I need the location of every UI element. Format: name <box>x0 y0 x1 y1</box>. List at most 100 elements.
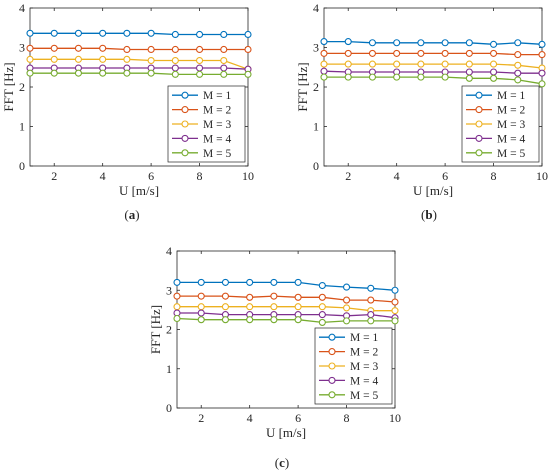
legend-label: M = 2 <box>203 105 231 117</box>
x-tick-label: 8 <box>197 169 203 183</box>
data-point <box>441 49 449 57</box>
data-point <box>490 40 498 48</box>
data-point <box>441 73 449 81</box>
legend-marker <box>328 362 336 370</box>
legend-marker <box>181 134 189 142</box>
data-point <box>465 49 473 57</box>
series-m4 <box>173 309 399 322</box>
data-point <box>99 44 107 52</box>
panel-label-3: (c) <box>275 455 289 470</box>
legend-entry-m2: M = 2 <box>466 105 525 117</box>
data-point <box>538 51 546 59</box>
legend-entry-m5: M = 5 <box>319 390 378 402</box>
data-point <box>367 284 375 292</box>
series-line <box>177 312 396 319</box>
data-point <box>294 303 302 311</box>
data-point <box>270 278 278 286</box>
data-point <box>538 69 546 77</box>
data-point <box>294 316 302 324</box>
legend-label: M = 3 <box>497 119 525 131</box>
data-point <box>368 73 376 81</box>
legend-label: M = 3 <box>350 361 378 373</box>
y-tick-label: 2 <box>19 80 25 94</box>
data-point <box>514 39 522 47</box>
legend-entry-m1: M = 1 <box>319 332 378 344</box>
data-point <box>490 68 498 76</box>
data-point <box>196 70 204 78</box>
data-point <box>368 49 376 57</box>
data-point <box>197 316 205 324</box>
series-line <box>323 70 542 74</box>
legend-label: M = 5 <box>203 148 231 160</box>
data-point <box>171 45 179 54</box>
data-point <box>26 29 34 37</box>
data-point <box>244 30 252 39</box>
y-tick-label: 0 <box>313 159 319 173</box>
data-point <box>74 55 82 63</box>
data-point <box>391 286 399 294</box>
data-point <box>318 318 326 326</box>
data-point <box>514 69 522 77</box>
panel-label-2: (b) <box>421 207 437 222</box>
data-point <box>514 61 522 69</box>
legend-entry-m4: M = 4 <box>466 133 525 145</box>
data-point <box>465 74 473 82</box>
x-axis-label: U [m/s] <box>266 425 306 440</box>
data-point <box>50 44 58 52</box>
data-point <box>343 304 351 312</box>
y-tick-label: 1 <box>166 362 172 376</box>
series-m1 <box>320 38 546 48</box>
data-point <box>244 45 252 54</box>
series-m3 <box>320 60 546 72</box>
data-point <box>417 73 425 81</box>
legend-entry-m3: M = 3 <box>172 119 231 131</box>
y-tick-label: 4 <box>313 1 319 15</box>
x-tick-label: 10 <box>389 411 401 425</box>
data-point <box>171 70 179 78</box>
legend-marker <box>475 134 483 142</box>
data-point <box>393 60 401 68</box>
data-point <box>173 292 181 300</box>
series-m1 <box>173 278 399 294</box>
legend-marker <box>181 120 189 128</box>
legend-label: M = 2 <box>350 347 378 359</box>
series-m2 <box>26 44 252 54</box>
legend: M = 1 M = 2 M = 3 M = 4 M = 5 <box>461 85 540 163</box>
legend-marker <box>181 91 189 99</box>
data-point <box>294 278 302 286</box>
y-tick-label: 4 <box>19 1 25 15</box>
legend-label: M = 1 <box>203 90 231 102</box>
data-point <box>74 69 82 77</box>
data-point <box>220 56 228 65</box>
x-axis-label: U [m/s] <box>413 183 453 198</box>
series-line <box>324 76 543 85</box>
legend-label: M = 5 <box>497 148 525 160</box>
legend-label: M = 1 <box>497 90 525 102</box>
data-point <box>320 73 328 81</box>
data-point <box>270 303 278 311</box>
y-tick-label: 1 <box>19 120 25 134</box>
series-line <box>30 72 248 76</box>
data-point <box>147 29 155 37</box>
data-point <box>147 69 155 77</box>
legend-marker <box>181 149 189 157</box>
data-point <box>318 281 326 290</box>
series-m2 <box>320 49 546 59</box>
data-point <box>123 45 131 54</box>
y-tick-label: 2 <box>166 323 172 337</box>
series-m5 <box>26 69 252 78</box>
data-point <box>270 292 278 300</box>
data-point <box>344 49 352 57</box>
y-tick-label: 3 <box>19 41 25 55</box>
y-tick-label: 3 <box>166 283 172 297</box>
legend-label: M = 4 <box>203 133 231 145</box>
data-point <box>490 74 498 82</box>
series-m3 <box>26 55 252 73</box>
data-point <box>270 316 278 324</box>
data-point <box>320 60 328 68</box>
series-line <box>30 58 249 70</box>
data-point <box>196 30 204 39</box>
x-tick-label: 8 <box>491 169 497 183</box>
